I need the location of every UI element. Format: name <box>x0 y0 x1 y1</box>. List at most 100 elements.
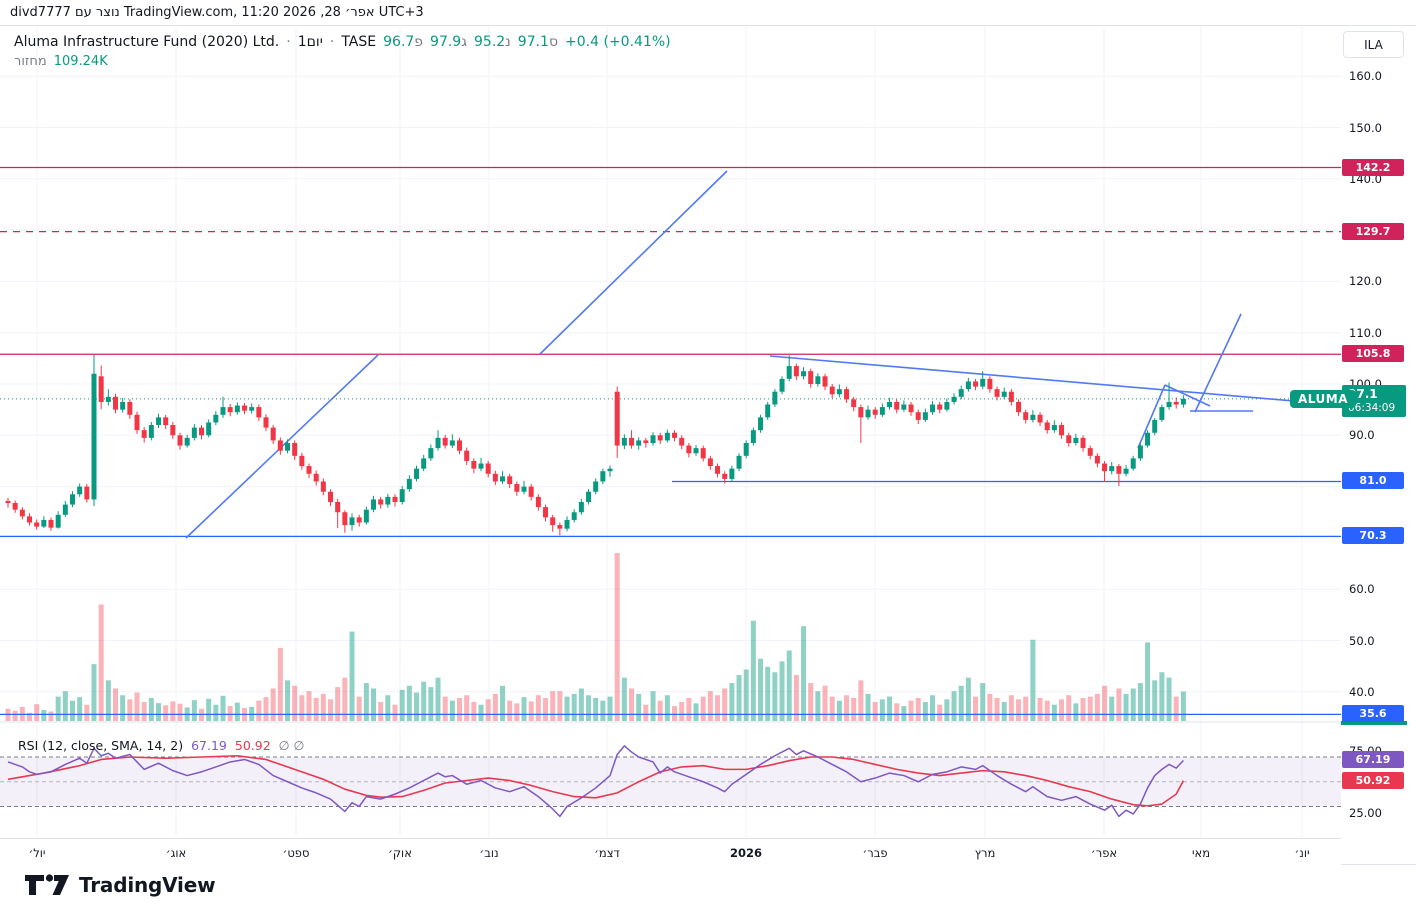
volume-bar <box>571 693 577 721</box>
rsi-hide-icons[interactable]: ∅ ∅ <box>278 738 305 753</box>
trendline-drawing[interactable] <box>1194 313 1242 413</box>
level-price-label[interactable]: 67.19 <box>1342 751 1404 769</box>
volume-bar <box>385 695 391 721</box>
time-axis[interactable]: יול׳ אוג׳ ספט׳ אוק׳ נוב׳ דצמ׳ 2026 פבר׳ מרץ אפר׳ מ… <box>0 838 1341 865</box>
time-axis-label[interactable]: יול׳ <box>28 846 46 860</box>
candle-body <box>686 445 692 454</box>
candle-body <box>707 458 713 467</box>
volume-bar <box>779 661 785 721</box>
volume-bar <box>27 712 33 721</box>
trendline-drawing[interactable] <box>769 355 1341 406</box>
candle-body <box>1116 466 1122 474</box>
volume-bar <box>335 687 341 721</box>
rsi-sma-value: 50.92 <box>234 738 271 753</box>
price-tick-label: 50.0 <box>1349 633 1375 648</box>
volume-bar <box>478 704 484 721</box>
candle-body <box>578 501 584 513</box>
volume-bar <box>320 693 326 721</box>
candle-body <box>1094 455 1100 464</box>
volume-bar <box>793 674 799 721</box>
candle-body <box>944 401 950 410</box>
volume-bar <box>664 695 670 721</box>
rsi-band <box>0 757 1341 807</box>
candle-body <box>815 376 821 384</box>
price-scale[interactable]: ILA 160.0150.0140.0120.0110.0100.090.060… <box>1341 26 1416 864</box>
candle-body <box>872 409 878 415</box>
volume-bar <box>614 553 620 721</box>
currency-unit-button[interactable]: ILA <box>1343 31 1404 58</box>
candle-body <box>693 448 699 454</box>
candle-body <box>822 376 828 387</box>
price-tick-label: 60.0 <box>1349 582 1375 597</box>
candle-body <box>191 427 197 438</box>
candle-body <box>765 404 771 418</box>
trendline-drawing[interactable] <box>539 170 728 355</box>
time-axis-label[interactable]: אוג׳ <box>165 846 187 860</box>
candle-body <box>256 407 262 418</box>
candle-body <box>113 396 119 410</box>
time-axis-label[interactable]: יונ׳ <box>1294 846 1310 860</box>
time-axis-label[interactable]: אפר׳ <box>1090 846 1118 860</box>
volume-bar <box>485 699 491 721</box>
volume-bar <box>277 647 283 721</box>
level-price-label[interactable]: 81.0 <box>1342 472 1404 490</box>
volume-bar <box>141 702 147 721</box>
volume-bar <box>1173 696 1179 721</box>
candle-body <box>27 516 33 523</box>
volume-scale-handle[interactable] <box>1341 721 1407 725</box>
level-price-label[interactable]: 105.8 <box>1342 345 1404 363</box>
volume-bar <box>84 704 90 721</box>
time-axis-label[interactable]: 2026 <box>729 846 763 860</box>
symbol-title[interactable]: Aluma Infrastructure Fund (2020) Ltd. <box>14 34 280 50</box>
level-price-label[interactable]: 129.7 <box>1342 222 1404 240</box>
candle-body <box>951 396 957 402</box>
candle-body <box>636 440 642 446</box>
volume-bar <box>414 692 420 721</box>
volume-bar <box>528 701 534 721</box>
candle-body <box>901 404 907 410</box>
time-axis-label[interactable]: מרץ <box>974 846 996 860</box>
candle-body <box>134 414 140 431</box>
level-price-label[interactable]: 50.92 <box>1342 771 1404 789</box>
candle-body <box>349 517 355 526</box>
volume-bar <box>62 691 68 721</box>
price-tick-label: 40.0 <box>1349 684 1375 699</box>
candle-body <box>1152 419 1158 433</box>
candle-body <box>163 417 169 426</box>
level-price-label[interactable]: 70.3 <box>1342 527 1404 545</box>
level-price-label[interactable]: 35.6 <box>1342 705 1404 723</box>
trendline-drawing[interactable] <box>1164 384 1211 407</box>
time-axis-label[interactable]: פבר׳ <box>862 846 888 860</box>
volume-bar <box>1073 703 1079 721</box>
trendline-drawing[interactable] <box>1137 384 1166 449</box>
rsi-title[interactable]: RSI (12, close, SMA, 14, 2) <box>18 738 184 753</box>
candle-body <box>1159 407 1165 420</box>
volume-bar <box>471 702 477 721</box>
level-price-label[interactable]: 142.2 <box>1342 158 1404 176</box>
volume-bar <box>299 695 305 721</box>
time-axis-label[interactable]: אוק׳ <box>388 846 412 860</box>
volume-bar <box>729 683 735 721</box>
candle-body <box>664 432 670 441</box>
volume-bar <box>672 706 678 721</box>
candle-body <box>793 366 799 377</box>
volume-bar <box>177 703 183 721</box>
exchange-label[interactable]: TASE <box>341 34 377 50</box>
price-tick-label: 160.0 <box>1349 69 1382 84</box>
volume-bar <box>980 683 986 721</box>
candle-body <box>263 417 269 428</box>
tradingview-logo[interactable]: TradingView <box>24 872 216 898</box>
candle-body <box>227 407 233 413</box>
interval-label[interactable]: 1יום <box>297 34 323 50</box>
volume-bar <box>550 691 556 721</box>
time-axis-label[interactable]: נוב׳ <box>479 846 499 860</box>
candle-body <box>62 504 68 515</box>
candle-body <box>1180 398 1186 405</box>
time-axis-label[interactable]: דצמ׳ <box>594 846 620 860</box>
symbol-price-tag[interactable]: ALUMA <box>1290 390 1356 408</box>
price-tick-label: 120.0 <box>1349 274 1382 289</box>
time-axis-label[interactable]: מאי <box>1191 846 1211 860</box>
candle-body <box>1030 414 1036 420</box>
time-axis-label[interactable]: ספט׳ <box>282 846 310 860</box>
